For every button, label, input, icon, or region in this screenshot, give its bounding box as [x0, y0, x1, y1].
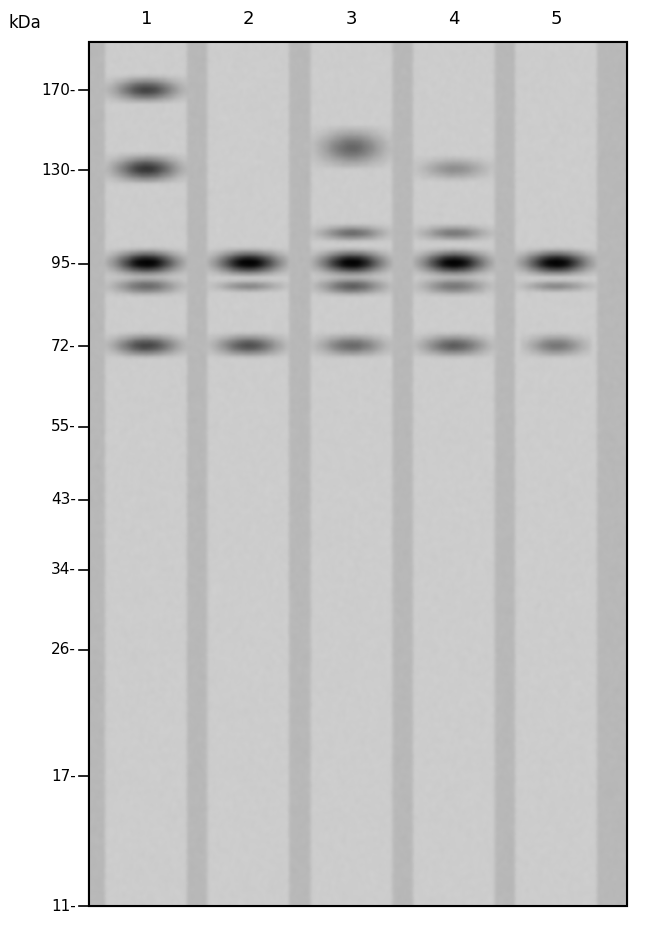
Text: 17-: 17-: [51, 769, 76, 784]
Text: 55-: 55-: [51, 419, 76, 434]
Text: 72-: 72-: [51, 338, 76, 354]
Text: 2: 2: [243, 9, 255, 27]
Text: 11-: 11-: [51, 899, 76, 914]
Text: 43-: 43-: [51, 492, 76, 507]
Text: 170-: 170-: [42, 82, 76, 98]
Text: 130-: 130-: [42, 163, 76, 177]
Text: 4: 4: [448, 9, 460, 27]
Text: 34-: 34-: [51, 562, 76, 577]
Text: kDa: kDa: [8, 14, 41, 32]
Text: 5: 5: [551, 9, 562, 27]
Text: 95-: 95-: [51, 256, 76, 271]
FancyBboxPatch shape: [88, 42, 627, 906]
Text: 3: 3: [346, 9, 357, 27]
Text: 26-: 26-: [51, 643, 76, 657]
Text: 1: 1: [140, 9, 152, 27]
Bar: [88, 42, 627, 906]
